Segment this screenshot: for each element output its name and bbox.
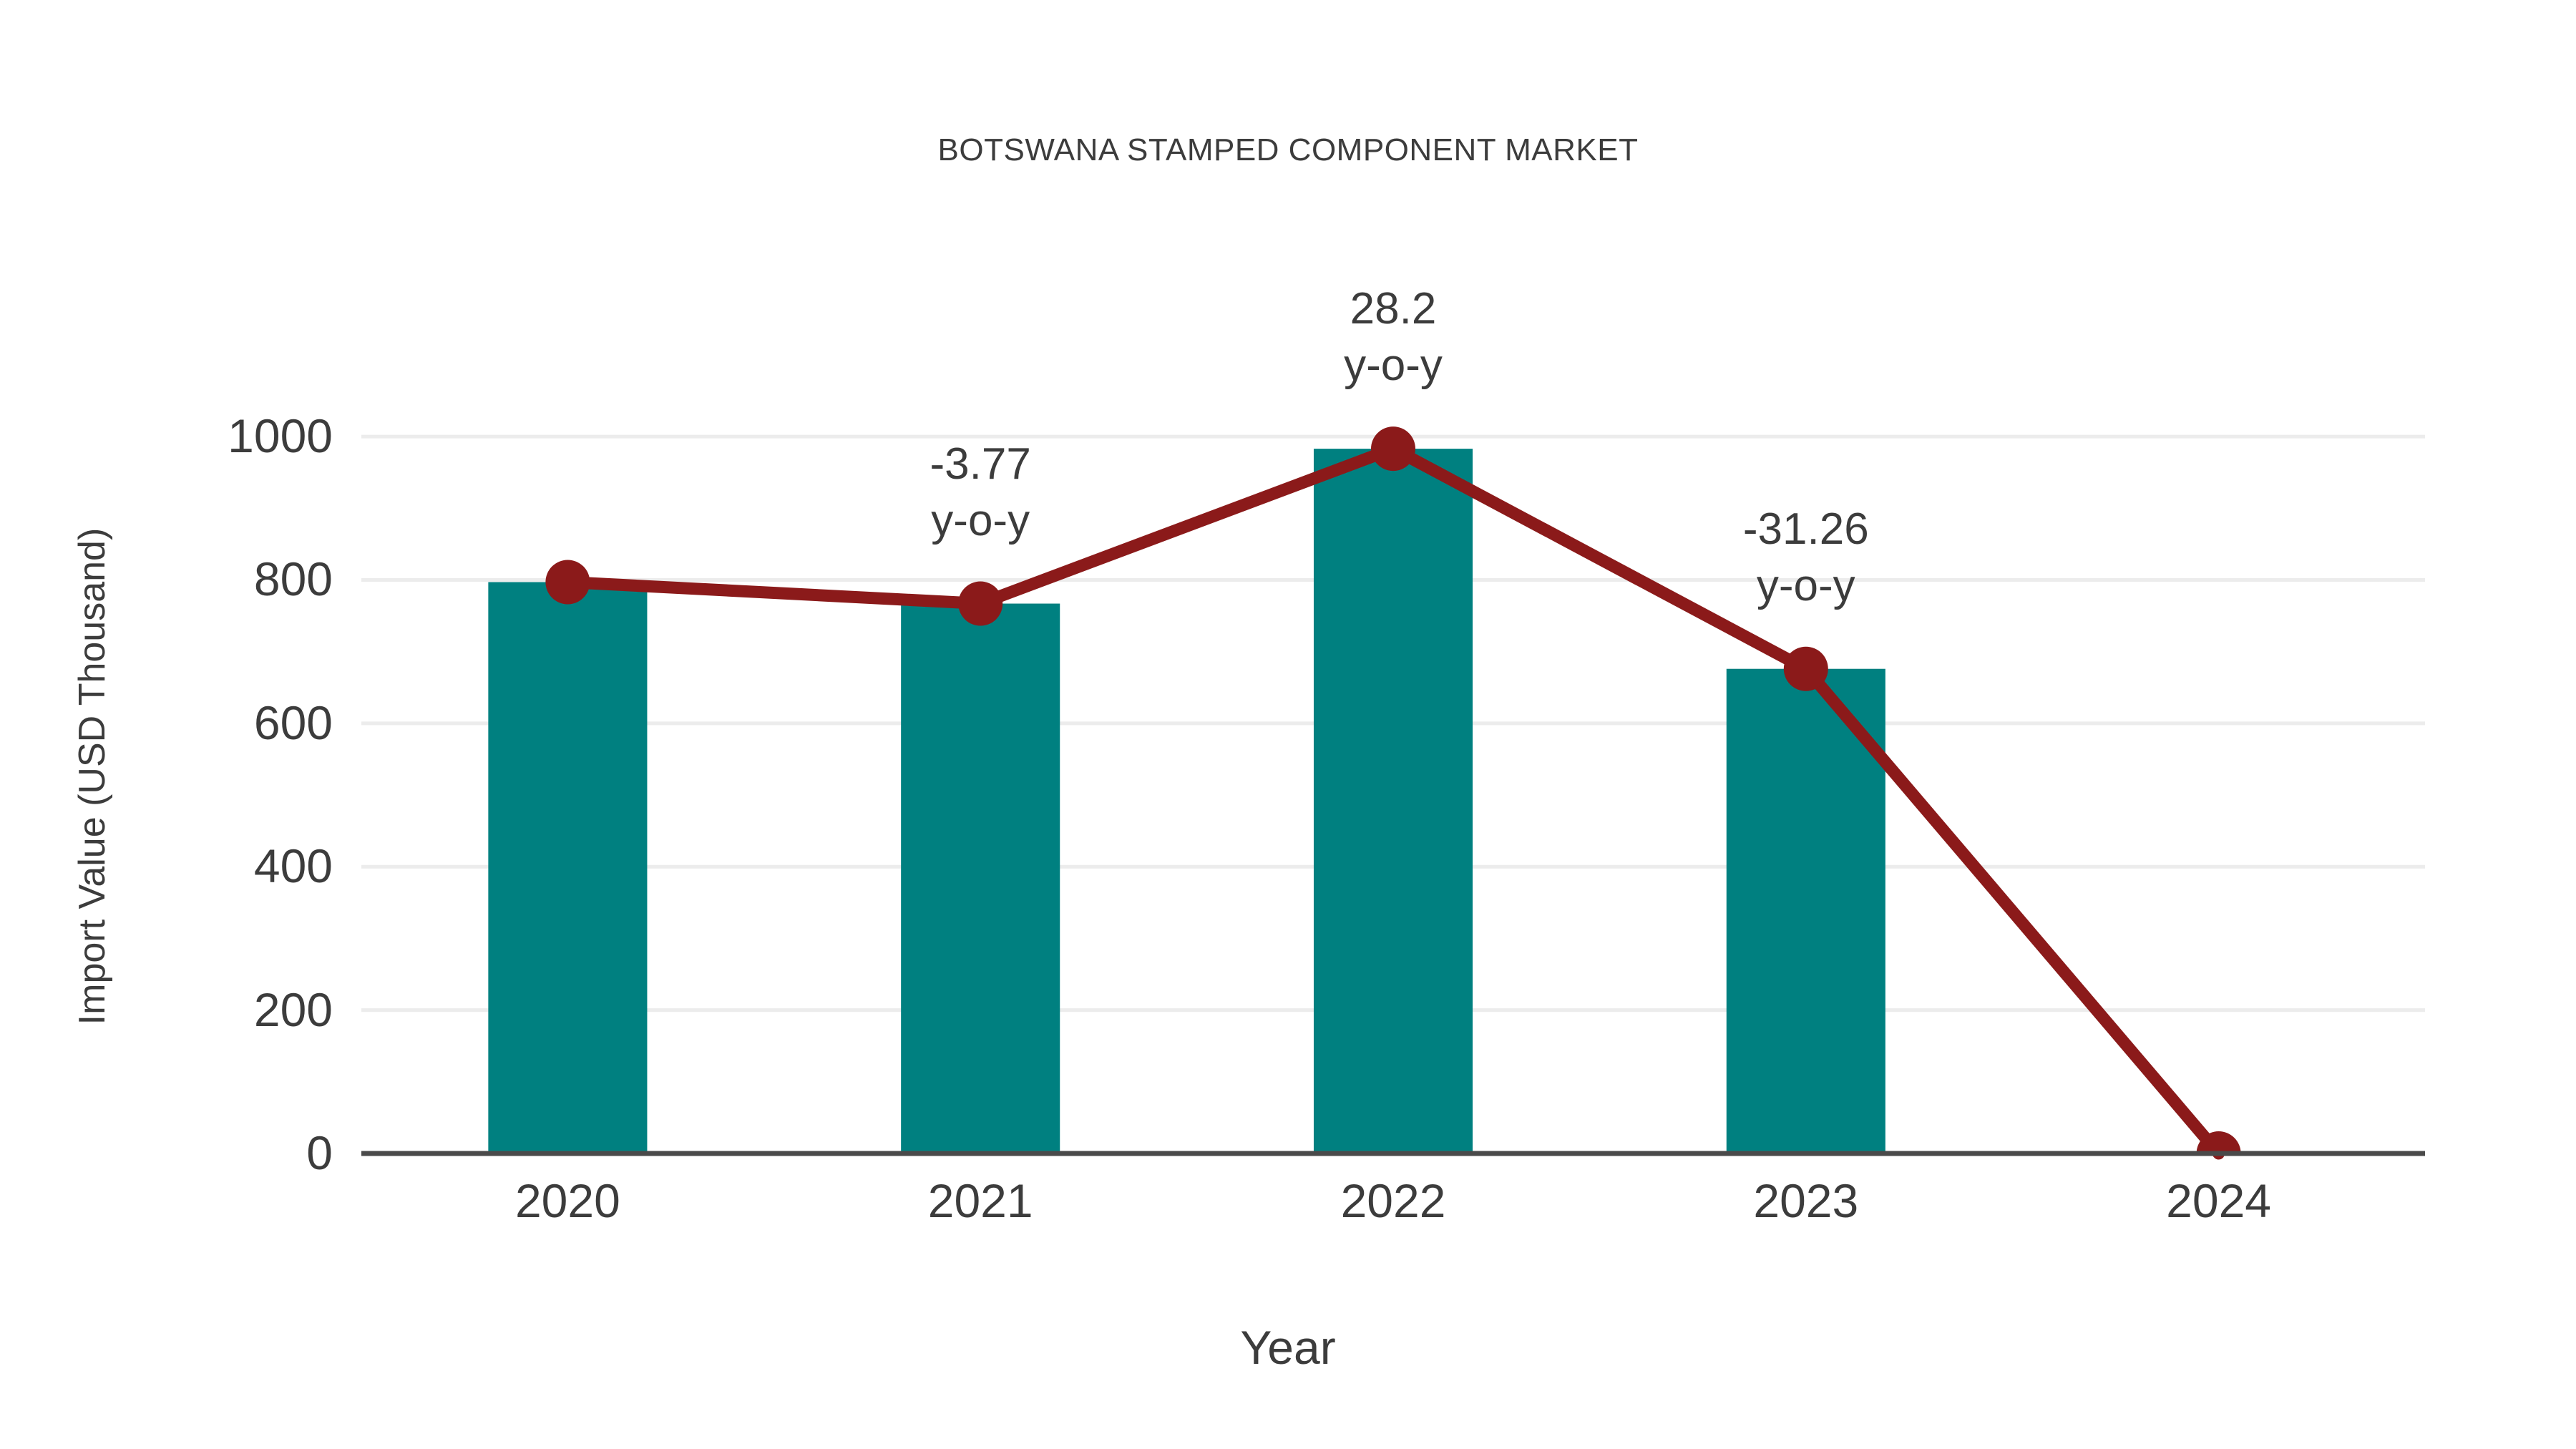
data-point-2020[interactable] bbox=[545, 560, 590, 605]
trend-line-markers bbox=[545, 426, 2241, 1176]
y-tick-label: 600 bbox=[253, 696, 333, 749]
bar-series bbox=[488, 449, 1885, 1153]
y-tick-label: 200 bbox=[253, 982, 333, 1036]
chart-title: BOTSWANA STAMPED COMPONENT MARKET bbox=[937, 132, 1639, 167]
y-tick-label: 0 bbox=[306, 1126, 333, 1179]
y-tick-label: 1000 bbox=[228, 409, 333, 463]
data-point-2021[interactable] bbox=[958, 581, 1003, 626]
data-point-2024[interactable] bbox=[2196, 1131, 2241, 1176]
y-axis-tick-labels: 0 200 400 600 800 1000 bbox=[0, 0, 361, 1449]
bar-2022[interactable] bbox=[1313, 449, 1473, 1153]
x-tick-label: 2023 bbox=[1753, 1174, 1859, 1227]
data-point-2022[interactable] bbox=[1371, 426, 1415, 472]
annotation-2022: 28.2 y-o-y bbox=[1214, 280, 1572, 394]
x-tick-label: 2021 bbox=[927, 1174, 1033, 1227]
plot-svg bbox=[361, 426, 2425, 1160]
bar-2020[interactable] bbox=[488, 582, 648, 1153]
plot-area bbox=[361, 401, 2425, 1160]
bar-2023[interactable] bbox=[1726, 668, 1885, 1153]
annotation-value: 28.2 bbox=[1350, 284, 1437, 334]
x-tick-label: 2024 bbox=[2166, 1174, 2271, 1227]
annotation-unit: y-o-y bbox=[1344, 341, 1443, 391]
x-axis-title: Year bbox=[1240, 1321, 1336, 1374]
x-axis-tick-labels: 2020 2021 2022 2023 2024 bbox=[361, 1174, 2425, 1245]
x-tick-label: 2020 bbox=[514, 1174, 620, 1227]
y-tick-label: 400 bbox=[253, 839, 333, 893]
x-tick-label: 2022 bbox=[1340, 1174, 1446, 1227]
y-tick-label: 800 bbox=[253, 552, 333, 606]
data-point-2023[interactable] bbox=[1783, 646, 1828, 691]
bar-2021[interactable] bbox=[901, 603, 1060, 1153]
